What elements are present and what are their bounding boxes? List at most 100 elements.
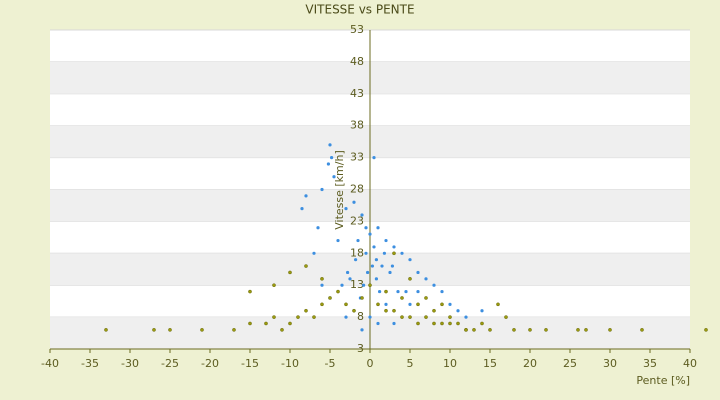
point	[374, 277, 378, 281]
point	[374, 258, 378, 262]
x-tick-label: -40	[41, 357, 59, 370]
point	[328, 143, 332, 147]
point	[368, 283, 372, 288]
point	[416, 270, 420, 275]
point	[248, 289, 252, 294]
point	[396, 289, 400, 294]
x-tick-label: -20	[201, 357, 219, 370]
point	[232, 328, 236, 332]
point	[288, 270, 292, 275]
point	[416, 321, 420, 326]
point	[300, 207, 304, 211]
point	[424, 296, 428, 300]
point	[356, 238, 360, 243]
point	[408, 315, 412, 319]
point	[408, 258, 412, 262]
point	[360, 213, 364, 217]
x-tick-label: 25	[563, 357, 577, 370]
x-tick-label: 10	[443, 357, 457, 370]
point	[344, 302, 348, 307]
point	[456, 309, 460, 313]
point	[348, 277, 352, 281]
point	[392, 245, 396, 249]
point	[528, 328, 532, 332]
point	[346, 270, 350, 275]
point	[320, 277, 324, 281]
point	[432, 283, 436, 287]
point	[388, 270, 392, 275]
point	[424, 277, 428, 281]
point	[344, 207, 348, 211]
point	[264, 321, 268, 326]
point	[304, 264, 308, 268]
y-tick-label: 38	[350, 119, 364, 132]
point	[296, 315, 300, 319]
point	[336, 289, 340, 294]
point	[366, 270, 370, 275]
point	[368, 232, 372, 236]
point	[104, 328, 108, 332]
point	[312, 315, 316, 319]
point	[352, 308, 356, 313]
point	[392, 321, 396, 326]
point	[496, 302, 500, 307]
y-tick-label: 53	[350, 23, 364, 36]
point	[320, 283, 324, 287]
point	[248, 321, 252, 326]
point	[304, 308, 308, 313]
y-tick-label: 33	[350, 151, 364, 164]
point	[272, 283, 276, 288]
point	[544, 328, 548, 332]
x-axis-label: Pente [%]	[636, 374, 690, 387]
point	[704, 328, 708, 332]
y-axis-label: Vitesse [km/h]	[333, 150, 346, 230]
point	[360, 296, 364, 300]
point	[576, 328, 580, 332]
x-tick-label: 15	[483, 357, 497, 370]
point	[376, 226, 380, 230]
x-tick-label: 35	[643, 357, 657, 370]
point	[272, 315, 276, 319]
point	[512, 328, 516, 332]
x-tick-label: -35	[81, 357, 99, 370]
x-tick-label: -10	[281, 357, 299, 370]
point	[392, 251, 396, 256]
y-tick-label: 23	[350, 214, 364, 227]
point	[404, 289, 408, 294]
point	[326, 162, 330, 166]
point	[364, 226, 368, 230]
point	[384, 289, 388, 294]
point	[330, 156, 334, 160]
y-tick-label: 43	[350, 87, 364, 100]
point	[372, 156, 376, 160]
point	[488, 328, 492, 332]
y-tick-label: 8	[357, 310, 364, 323]
point	[480, 309, 484, 313]
point	[504, 315, 508, 319]
point	[640, 328, 644, 332]
point	[400, 315, 404, 319]
point	[392, 308, 396, 313]
point	[368, 315, 372, 319]
point	[456, 321, 460, 326]
point	[152, 328, 156, 332]
x-tick-label: -15	[241, 357, 259, 370]
point	[382, 251, 386, 255]
point	[384, 238, 388, 243]
point	[200, 328, 204, 332]
x-tick-label: -25	[161, 357, 179, 370]
point	[380, 264, 384, 268]
point	[400, 251, 404, 255]
point	[280, 328, 284, 332]
point	[376, 302, 380, 307]
x-tick-label: 40	[683, 357, 697, 370]
point	[448, 321, 452, 326]
point	[464, 315, 468, 319]
point	[352, 200, 356, 204]
point	[320, 187, 324, 192]
point	[408, 302, 412, 306]
point	[378, 289, 382, 294]
point	[168, 328, 172, 332]
